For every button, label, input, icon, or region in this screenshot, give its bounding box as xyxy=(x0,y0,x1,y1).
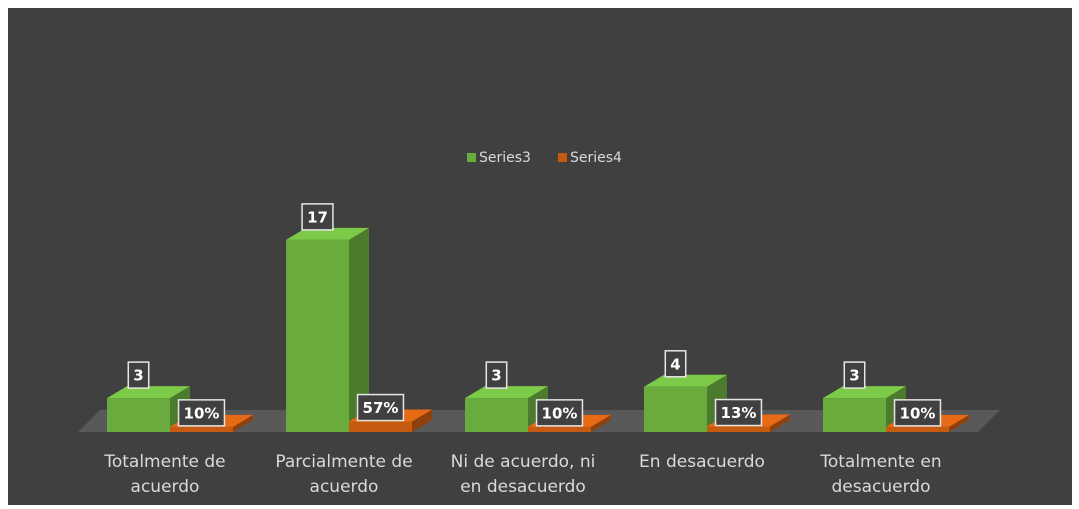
data-label: 3 xyxy=(133,367,143,385)
legend-label: Series4 xyxy=(570,150,622,166)
bar-front xyxy=(465,398,528,432)
bar-top xyxy=(286,227,369,240)
x-tick-label: Ni de acuerdo, ni en desacuerdo xyxy=(450,452,596,497)
legend-swatch xyxy=(467,153,476,162)
data-label-box xyxy=(714,398,763,427)
bar-front xyxy=(644,386,707,432)
data-label-box xyxy=(301,203,334,231)
bar-top xyxy=(823,386,906,399)
legend-label: Series3 xyxy=(479,150,531,166)
bar-side xyxy=(949,414,969,432)
data-label: 17 xyxy=(307,208,328,226)
bar-side xyxy=(412,409,432,432)
x-tick-label: Totalmente de acuerdo xyxy=(104,452,226,497)
x-tick-label: En desacuerdo xyxy=(639,452,765,472)
data-label-box xyxy=(127,361,150,389)
bar xyxy=(286,227,369,432)
data-label-box xyxy=(843,361,866,389)
legend-swatch xyxy=(558,153,567,162)
data-label: 57% xyxy=(363,399,399,417)
bar-top xyxy=(644,374,727,387)
data-label-box xyxy=(356,393,405,422)
bar-side xyxy=(349,227,369,432)
bar-front xyxy=(349,421,412,432)
x-tick-label: Totalmente en desacuerdo xyxy=(820,452,942,497)
bar-front xyxy=(170,426,233,432)
bar-front xyxy=(886,426,949,432)
data-label: 4 xyxy=(670,355,680,373)
data-label: 10% xyxy=(184,404,220,422)
bar-front xyxy=(286,239,349,432)
bar-top xyxy=(107,386,190,399)
bar-top xyxy=(465,386,548,399)
data-label: 13% xyxy=(721,404,757,422)
bar-front xyxy=(823,398,886,432)
bar-front xyxy=(107,398,170,432)
bar-side xyxy=(233,414,253,432)
bar-side xyxy=(591,414,611,432)
bar-side xyxy=(770,414,790,432)
data-label: 10% xyxy=(900,404,936,422)
data-label-box xyxy=(893,399,942,427)
data-label: 3 xyxy=(491,367,501,385)
data-label: 3 xyxy=(849,367,859,385)
data-label-box xyxy=(535,399,584,427)
data-label-box xyxy=(177,399,226,427)
data-label-box xyxy=(664,350,687,378)
bar-front xyxy=(528,426,591,432)
data-label-box xyxy=(485,361,508,389)
bar-front xyxy=(707,426,770,432)
x-tick-label: Parcialmente de acuerdo xyxy=(275,452,413,497)
bar xyxy=(644,374,727,432)
data-label: 10% xyxy=(542,404,578,422)
